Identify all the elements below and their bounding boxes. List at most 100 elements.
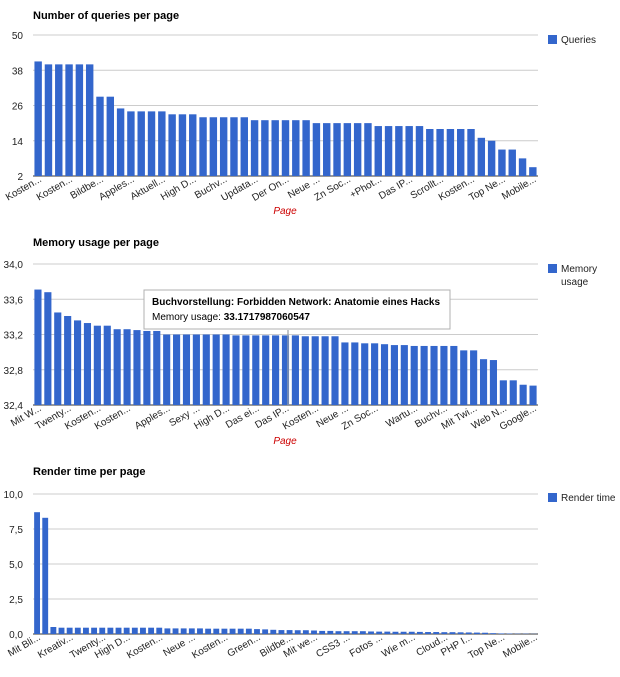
tooltip-line: Memory usage: 33.1717987060547 [152, 312, 310, 323]
y-tick-label: 50 [12, 31, 24, 42]
chart-2: Memory usage per page 32,4 32,8 33,2 33,6 34,… [4, 237, 598, 447]
bar [343, 631, 350, 634]
bar [415, 126, 424, 176]
bar [440, 345, 448, 405]
bar [272, 335, 280, 405]
x-tick-label: Mobile... [500, 174, 538, 202]
x-tick-label: Wartu... [384, 403, 419, 430]
bar [85, 64, 94, 176]
tooltip: Buchvorstellung: Forbidden Network: Anat… [143, 289, 451, 405]
bar [479, 359, 488, 405]
bar [75, 64, 84, 176]
bar [123, 627, 130, 634]
bar [380, 344, 389, 405]
bar [343, 123, 352, 176]
bar [376, 631, 383, 634]
bar [209, 117, 218, 176]
bar [232, 335, 240, 405]
bar [410, 345, 418, 405]
x-axis-title: Page [273, 436, 297, 447]
bar [292, 120, 300, 176]
bar [230, 117, 238, 176]
bar [192, 334, 200, 405]
bar [395, 126, 403, 176]
bar [291, 335, 299, 405]
bar [219, 117, 228, 176]
bar [430, 345, 438, 405]
tooltip-value: 33.1717987060547 [224, 312, 311, 323]
bar [351, 631, 358, 634]
bar [473, 632, 480, 634]
bar [64, 315, 72, 405]
bar [361, 343, 369, 405]
bar [164, 628, 171, 634]
bar [425, 632, 431, 634]
bar [252, 335, 260, 405]
x-tick-label: Kosten... [35, 174, 75, 203]
x-axis-title: Page [273, 206, 297, 217]
bar [240, 117, 248, 176]
bar [335, 631, 342, 634]
bar [390, 345, 398, 405]
bar [254, 629, 260, 634]
x-tick-label: Kreativ... [36, 632, 75, 661]
bar [400, 345, 408, 405]
x-tick-label: Green... [226, 632, 263, 660]
bar [509, 380, 517, 405]
bar [302, 120, 310, 176]
bar [384, 631, 391, 634]
bar [518, 158, 527, 176]
bar [353, 123, 362, 176]
chart-title: Render time per page [33, 466, 145, 478]
bar [449, 632, 456, 634]
bar [163, 334, 171, 405]
bar [245, 628, 252, 634]
bar [408, 631, 415, 634]
bar [178, 114, 187, 176]
bar [508, 149, 516, 176]
bar [364, 123, 372, 176]
bar [180, 628, 187, 634]
legend-label: Memory usage [561, 264, 597, 288]
bar [182, 334, 191, 405]
bar [106, 96, 115, 176]
bar [54, 312, 62, 405]
bar [115, 627, 122, 634]
bar [416, 631, 423, 634]
bar [294, 630, 301, 634]
bar [467, 129, 475, 176]
bar [66, 627, 73, 634]
bar [189, 114, 197, 176]
bar [359, 631, 366, 634]
y-tick-label: 14 [12, 137, 24, 148]
bar [529, 167, 537, 176]
bar [374, 126, 382, 176]
bar [490, 633, 497, 634]
bar [281, 120, 290, 176]
y-tick-label: 34,0 [4, 260, 24, 271]
bar [426, 129, 434, 176]
bar [446, 129, 455, 176]
bar [400, 631, 407, 634]
bar [168, 114, 176, 176]
bar [156, 627, 163, 634]
bar [489, 360, 498, 405]
x-tick-label: Kosten... [125, 632, 165, 661]
y-tick-label: 32,8 [4, 366, 24, 377]
bar [392, 631, 399, 634]
bar [221, 628, 228, 634]
y-tick-label: 2,5 [9, 595, 23, 606]
bar [321, 336, 329, 405]
bar [371, 343, 379, 405]
x-tick-label: Apples... [133, 403, 172, 432]
bar [133, 330, 141, 405]
bar [173, 334, 181, 405]
legend-label: Render time [561, 493, 616, 504]
bar [498, 633, 505, 634]
bar [242, 335, 250, 405]
bar [433, 632, 440, 634]
bar [262, 629, 269, 634]
bar [113, 329, 121, 405]
bar [199, 117, 207, 176]
